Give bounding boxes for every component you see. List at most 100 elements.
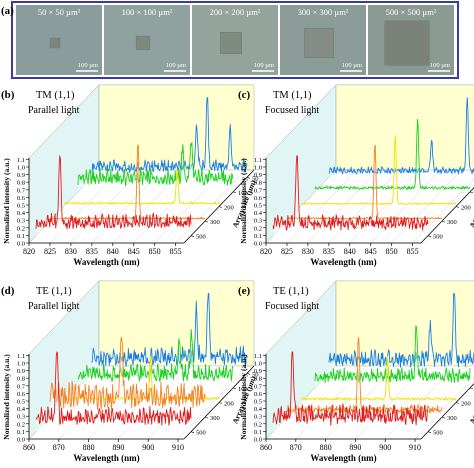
array-square bbox=[304, 28, 334, 58]
y-tick bbox=[455, 206, 460, 208]
z-tick-label: 1.0 bbox=[17, 165, 25, 172]
z-tick-label: 0.5 bbox=[17, 203, 25, 210]
z-tick-label: 0.0 bbox=[17, 241, 25, 248]
spectrum-line bbox=[63, 169, 219, 205]
z-tick-label: 0.4 bbox=[17, 406, 26, 413]
panel-letter: (d) bbox=[1, 285, 15, 297]
x-axis-title: Wavelength (nm) bbox=[310, 453, 376, 463]
spectrum-mask bbox=[92, 293, 247, 374]
y-tick bbox=[218, 206, 223, 208]
floor-grid-line bbox=[265, 365, 337, 440]
x-tick-label: 840 bbox=[107, 247, 119, 256]
y-tick bbox=[218, 402, 223, 404]
y-tick-label: 300 bbox=[210, 415, 220, 422]
scalebar-label: 100 µm bbox=[430, 62, 450, 69]
y-tick bbox=[232, 191, 237, 194]
x-tick-label: 850 bbox=[386, 247, 398, 256]
z-tick-label: 0.3 bbox=[17, 414, 25, 421]
panel-letter: (c) bbox=[238, 89, 251, 101]
y-tick bbox=[469, 191, 474, 194]
spectrum-line bbox=[314, 325, 471, 384]
z-tick-label: 0.4 bbox=[17, 210, 26, 217]
micrograph-tile: 100 × 100 µm² 100 µm bbox=[104, 5, 190, 75]
x-tick-label: 830 bbox=[302, 247, 314, 256]
spectrum-line bbox=[91, 97, 248, 173]
y-tick-label: 100 bbox=[238, 386, 248, 393]
panel-mode-label: TM (1,1) bbox=[273, 90, 312, 101]
z-tick-label: 0.2 bbox=[17, 421, 25, 428]
floor-grid-line bbox=[370, 169, 441, 244]
x-tick-label: 900 bbox=[379, 443, 391, 452]
tile-size-label: 500 × 500 µm² bbox=[386, 7, 437, 17]
y-tick-label: 200 bbox=[461, 205, 471, 212]
y-tick bbox=[232, 387, 237, 390]
spectrum-line bbox=[300, 134, 457, 205]
panel-light-label: Parallel light bbox=[28, 105, 80, 116]
y-tick-label: 200 bbox=[224, 205, 234, 212]
z-axis-title: Normalized intensity (a.u.) bbox=[2, 354, 11, 440]
y-tick-label: 500 bbox=[196, 430, 206, 437]
y-tick bbox=[204, 220, 209, 223]
floor-grid-line bbox=[177, 365, 249, 440]
spectrum-line bbox=[314, 118, 471, 190]
x-tick-label: 825 bbox=[281, 247, 293, 256]
z-tick-label: 1.0 bbox=[254, 165, 262, 172]
spectrum-mask bbox=[36, 155, 191, 236]
z-tick-label: 0.9 bbox=[254, 172, 262, 179]
micrograph-tile: 200 × 200 µm² 100 µm bbox=[192, 5, 278, 75]
z-tick-label: 0.0 bbox=[17, 437, 25, 444]
z-tick-label: 0.1 bbox=[254, 429, 262, 436]
x-tick-label: 870 bbox=[290, 443, 302, 452]
spectrum-line bbox=[286, 144, 443, 220]
micrograph-tile: 300 × 300 µm² 100 µm bbox=[280, 5, 366, 75]
z-tick-label: 0.6 bbox=[254, 391, 263, 398]
spectrum-line bbox=[272, 351, 429, 426]
micrograph-tile: 500 × 500 µm² 100 µm bbox=[368, 5, 454, 75]
scalebar-label: 100 µm bbox=[254, 62, 274, 69]
z-tick-label: 1.0 bbox=[17, 361, 25, 368]
micrograph-tile: 50 × 50 µm² 100 µm bbox=[16, 5, 102, 75]
array-square bbox=[220, 32, 242, 54]
y-tick-label: 200 bbox=[224, 401, 234, 408]
z-tick-label: 0.8 bbox=[254, 180, 262, 187]
floor-grid-line bbox=[133, 169, 204, 244]
z-tick-label: 0.2 bbox=[17, 225, 25, 232]
array-square bbox=[135, 35, 151, 51]
z-tick-label: 0.5 bbox=[17, 399, 25, 406]
spectrum-line bbox=[35, 155, 192, 230]
z-tick-label: 0.8 bbox=[17, 376, 25, 383]
spectrum-mask bbox=[329, 293, 474, 374]
floor-grid-line bbox=[349, 169, 420, 244]
x-tick-label: 855 bbox=[407, 247, 419, 256]
z-tick-label: 0.6 bbox=[254, 195, 263, 202]
floor-grid-line bbox=[307, 169, 379, 244]
z-axis-title: Normalized intensity (a.u.) bbox=[239, 158, 248, 244]
x-tick-label: 880 bbox=[83, 443, 95, 452]
scalebar-label: 100 µm bbox=[342, 62, 362, 69]
floor-grid-line bbox=[286, 169, 358, 244]
y-tick bbox=[427, 431, 432, 433]
y-tick-label: 300 bbox=[447, 219, 457, 226]
z-tick-label: 0.1 bbox=[254, 233, 262, 240]
x-tick-label: 890 bbox=[349, 443, 361, 452]
spectrum-line bbox=[272, 155, 429, 231]
y-tick-label: 500 bbox=[196, 234, 206, 241]
spectrum-mask bbox=[92, 97, 247, 178]
x-tick-label: 845 bbox=[128, 247, 140, 256]
tile-size-label: 200 × 200 µm² bbox=[210, 7, 261, 17]
z-tick-label: 0.9 bbox=[17, 172, 25, 179]
array-square bbox=[49, 37, 61, 49]
x-tick-label: 850 bbox=[149, 247, 161, 256]
z-tick-label: 0.7 bbox=[17, 383, 26, 390]
y-tick-label: 100 bbox=[238, 190, 248, 197]
floor-grid-line bbox=[175, 169, 246, 244]
z-tick-label: 0.5 bbox=[254, 203, 262, 210]
z-tick-label: 0.9 bbox=[254, 368, 262, 375]
scalebar-label: 100 µm bbox=[166, 62, 186, 69]
panel-letter: (b) bbox=[1, 89, 15, 101]
z-tick-label: 0.2 bbox=[254, 225, 262, 232]
z-tick-label: 0.8 bbox=[17, 180, 25, 187]
floor-grid-line bbox=[49, 169, 121, 244]
y-tick bbox=[441, 220, 446, 223]
